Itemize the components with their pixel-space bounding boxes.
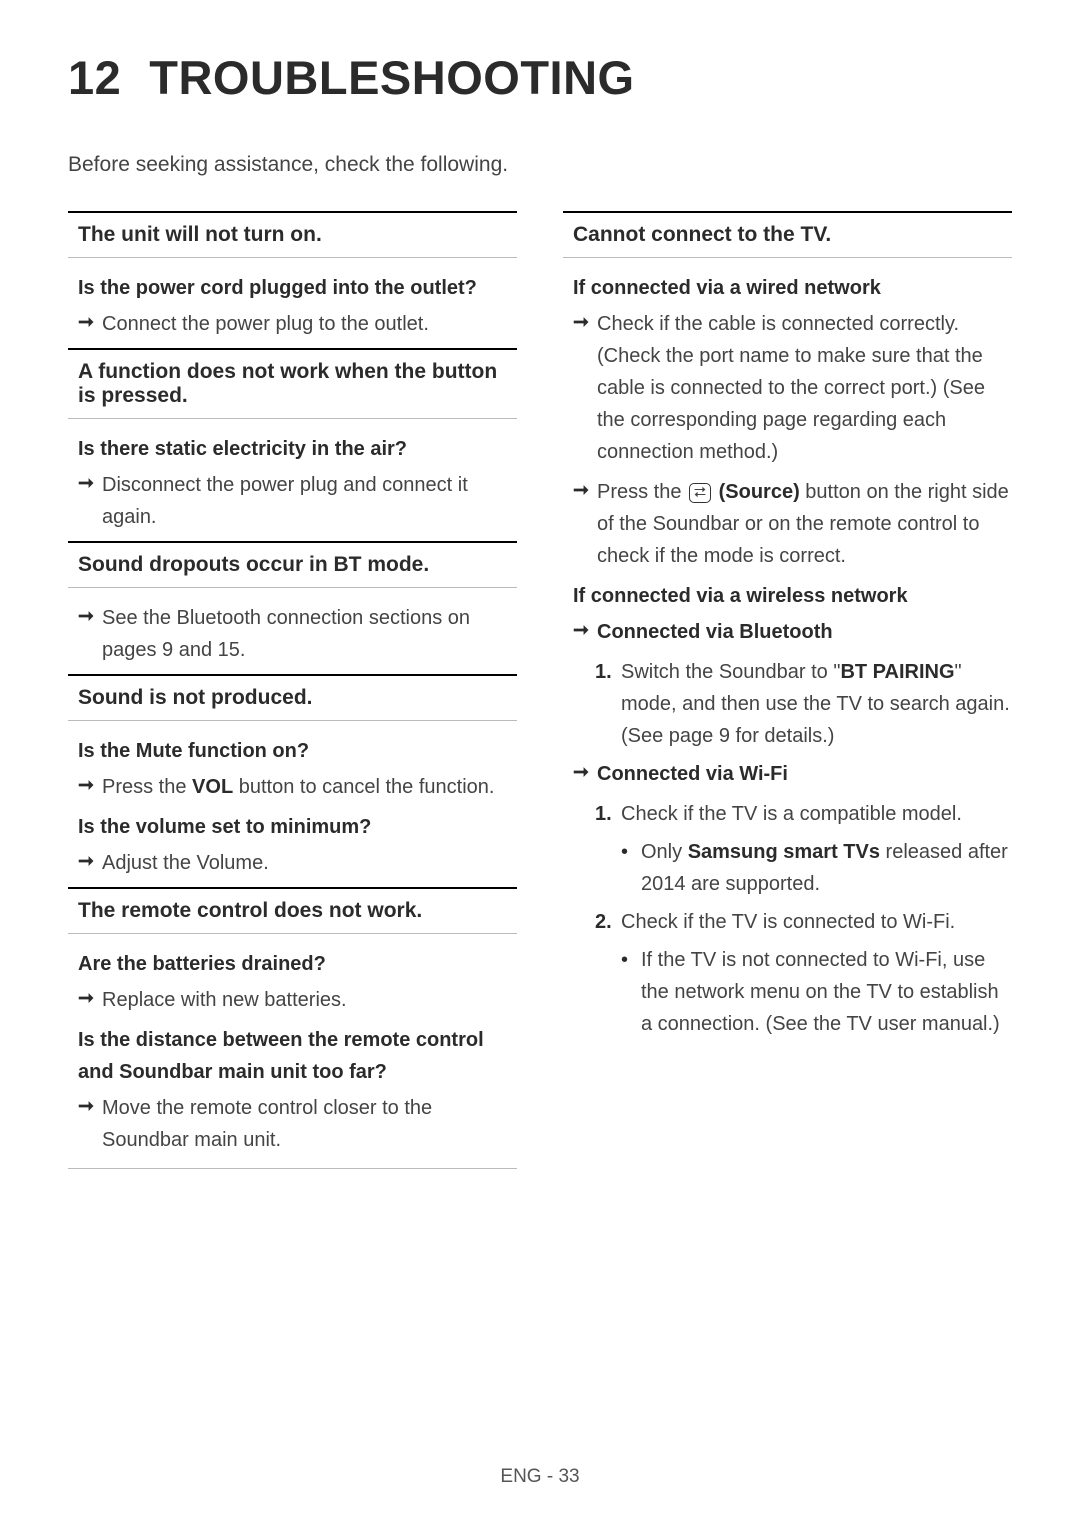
question-distance: Is the distance between the remote contr… bbox=[68, 1024, 517, 1088]
question-volume-min: Is the volume set to minimum? bbox=[68, 811, 517, 843]
answer-text: Press the VOL button to cancel the funct… bbox=[102, 771, 517, 803]
section-header-button: A function does not work when the button… bbox=[68, 348, 517, 419]
step-text: Switch the Soundbar to "BT PAIRING" mode… bbox=[621, 656, 1012, 752]
source-label: (Source) bbox=[713, 481, 800, 503]
bullet-text: Only Samsung smart TVs released after 20… bbox=[641, 836, 1012, 900]
bluetooth-label: Connected via Bluetooth bbox=[597, 621, 833, 643]
chapter-number: 12 bbox=[68, 51, 121, 104]
arrow-icon: ➞ bbox=[78, 984, 102, 1016]
step-number: 2. bbox=[595, 906, 621, 938]
answer-item: ➞ Press the ⮂ (Source) button on the rig… bbox=[563, 476, 1012, 572]
subheader-bluetooth: ➞ Connected via Bluetooth bbox=[563, 616, 1012, 648]
arrow-icon: ➞ bbox=[78, 1092, 102, 1156]
step-item: 1. Switch the Soundbar to "BT PAIRING" m… bbox=[563, 656, 1012, 752]
arrow-icon: ➞ bbox=[78, 602, 102, 666]
answer-item: ➞ Move the remote control closer to the … bbox=[68, 1092, 517, 1169]
page-footer: ENG - 33 bbox=[0, 1466, 1080, 1488]
answer-text: See the Bluetooth connection sections on… bbox=[102, 602, 517, 666]
step-number: 1. bbox=[595, 798, 621, 830]
step-text: Check if the TV is connected to Wi-Fi. bbox=[621, 906, 1012, 938]
answer-text: Replace with new batteries. bbox=[102, 984, 517, 1016]
bullet-item: • If the TV is not connected to Wi-Fi, u… bbox=[563, 944, 1012, 1040]
section-header-tv-connect: Cannot connect to the TV. bbox=[563, 211, 1012, 258]
answer-item: ➞ See the Bluetooth connection sections … bbox=[68, 602, 517, 666]
question-batteries: Are the batteries drained? bbox=[68, 948, 517, 980]
bullet-text: If the TV is not connected to Wi-Fi, use… bbox=[641, 944, 1012, 1040]
answer-item: ➞ Adjust the Volume. bbox=[68, 847, 517, 879]
section-header-remote: The remote control does not work. bbox=[68, 887, 517, 934]
answer-item: ➞ Replace with new batteries. bbox=[68, 984, 517, 1016]
answer-item: ➞ Connect the power plug to the outlet. bbox=[68, 308, 517, 340]
vol-label: VOL bbox=[192, 776, 233, 798]
arrow-icon: ➞ bbox=[78, 308, 102, 340]
arrow-icon: ➞ bbox=[78, 771, 102, 803]
bt-pairing-label: BT PAIRING bbox=[840, 661, 954, 683]
question-power-cord: Is the power cord plugged into the outle… bbox=[68, 272, 517, 304]
answer-item: ➞ Disconnect the power plug and connect … bbox=[68, 469, 517, 533]
bullet-item: • Only Samsung smart TVs released after … bbox=[563, 836, 1012, 900]
answer-text: Connect the power plug to the outlet. bbox=[102, 308, 517, 340]
question-wired: If connected via a wired network bbox=[563, 272, 1012, 304]
right-column: Cannot connect to the TV. If connected v… bbox=[563, 205, 1012, 1173]
question-mute: Is the Mute function on? bbox=[68, 735, 517, 767]
arrow-icon: ➞ bbox=[78, 469, 102, 533]
bullet-icon: • bbox=[621, 944, 641, 1040]
wifi-label: Connected via Wi-Fi bbox=[597, 763, 788, 785]
step-number: 1. bbox=[595, 656, 621, 752]
left-column: The unit will not turn on. Is the power … bbox=[68, 205, 517, 1173]
step-item: 1. Check if the TV is a compatible model… bbox=[563, 798, 1012, 830]
bullet-icon: • bbox=[621, 836, 641, 900]
answer-text: Move the remote control closer to the So… bbox=[102, 1092, 517, 1156]
intro-text: Before seeking assistance, check the fol… bbox=[68, 153, 1012, 177]
content-columns: The unit will not turn on. Is the power … bbox=[68, 205, 1012, 1173]
question-wireless: If connected via a wireless network bbox=[563, 580, 1012, 612]
answer-text: Disconnect the power plug and connect it… bbox=[102, 469, 517, 533]
section-header-bt-dropout: Sound dropouts occur in BT mode. bbox=[68, 541, 517, 588]
subheader-wifi: ➞ Connected via Wi-Fi bbox=[563, 758, 1012, 790]
chapter-title: TROUBLESHOOTING bbox=[149, 51, 634, 104]
step-item: 2. Check if the TV is connected to Wi-Fi… bbox=[563, 906, 1012, 938]
arrow-icon: ➞ bbox=[573, 616, 597, 648]
page-title: 12 TROUBLESHOOTING bbox=[68, 50, 1012, 105]
section-header-no-sound: Sound is not produced. bbox=[68, 674, 517, 721]
arrow-icon: ➞ bbox=[573, 476, 597, 572]
answer-item: ➞ Check if the cable is connected correc… bbox=[563, 308, 1012, 468]
step-text: Check if the TV is a compatible model. bbox=[621, 798, 1012, 830]
arrow-icon: ➞ bbox=[573, 308, 597, 468]
answer-text: Adjust the Volume. bbox=[102, 847, 517, 879]
section-header-power: The unit will not turn on. bbox=[68, 211, 517, 258]
answer-text: Press the ⮂ (Source) button on the right… bbox=[597, 476, 1012, 572]
answer-text: Check if the cable is connected correctl… bbox=[597, 308, 1012, 468]
source-icon: ⮂ bbox=[689, 483, 711, 503]
arrow-icon: ➞ bbox=[78, 847, 102, 879]
answer-item: ➞ Press the VOL button to cancel the fun… bbox=[68, 771, 517, 803]
samsung-tv-label: Samsung smart TVs bbox=[688, 841, 880, 863]
arrow-icon: ➞ bbox=[573, 758, 597, 790]
question-static: Is there static electricity in the air? bbox=[68, 433, 517, 465]
